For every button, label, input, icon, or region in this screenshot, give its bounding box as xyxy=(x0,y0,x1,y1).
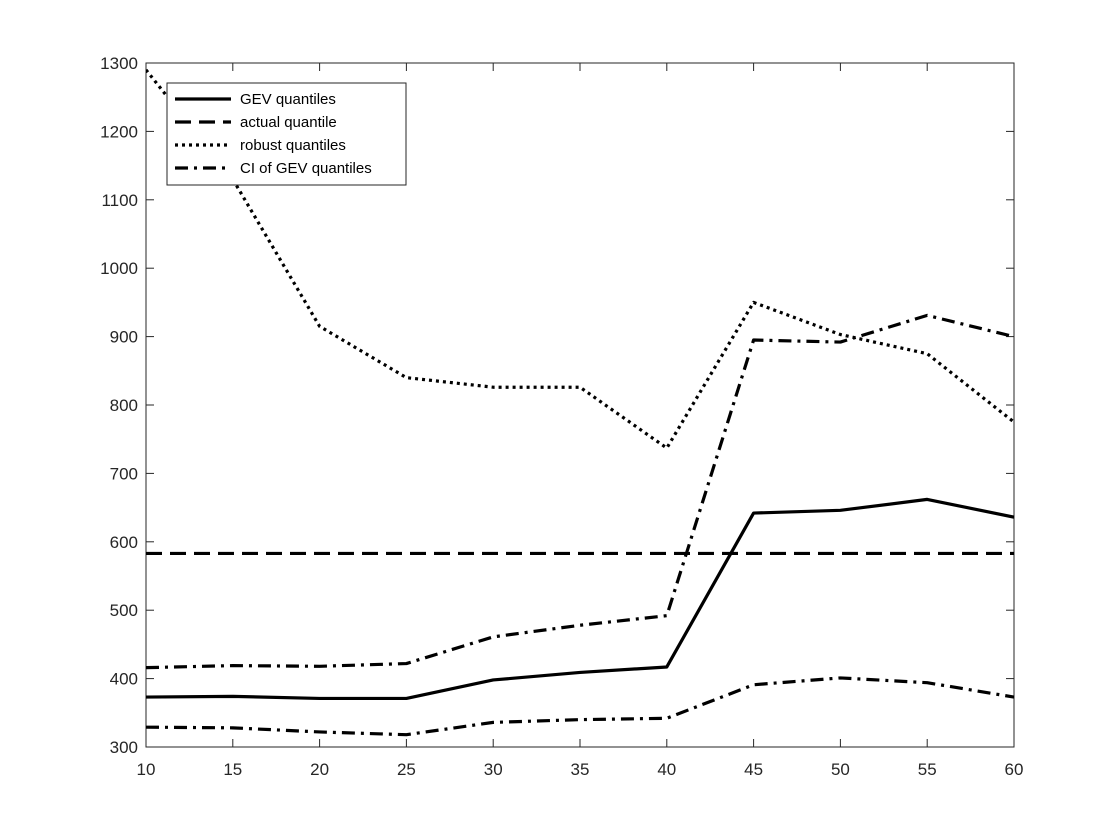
x-tick-label: 40 xyxy=(657,760,676,779)
x-tick-label: 30 xyxy=(484,760,503,779)
y-tick-label: 1200 xyxy=(100,122,138,141)
legend: GEV quantiles actual quantile robust quant… xyxy=(166,82,407,186)
y-tick-label: 1300 xyxy=(100,54,138,73)
x-tick-label: 10 xyxy=(137,760,156,779)
y-tick-label: 800 xyxy=(110,396,138,415)
y-tick-label: 700 xyxy=(110,464,138,483)
y-tick-label: 1100 xyxy=(101,191,138,210)
series-line-3 xyxy=(146,313,1014,670)
legend-entry-label: robust quantiles xyxy=(240,137,346,154)
y-tick-label: 900 xyxy=(110,328,138,347)
legend-entry-label: GEV quantiles xyxy=(240,91,336,108)
legend-entry-label: CI of GEV quantiles xyxy=(240,160,372,177)
x-tick-label: 25 xyxy=(397,760,416,779)
x-tick-label: 15 xyxy=(223,760,242,779)
y-tick-label: 300 xyxy=(110,738,138,757)
y-tick-label: 600 xyxy=(110,533,138,552)
x-tick-label: 60 xyxy=(1005,760,1024,779)
y-tick-label: 400 xyxy=(110,670,138,689)
series-line-2 xyxy=(146,68,1014,450)
plot-area xyxy=(146,68,1014,737)
y-tick-label: 500 xyxy=(110,601,138,620)
legend-entry-label: actual quantile xyxy=(240,114,337,131)
x-tick-label: 35 xyxy=(571,760,590,779)
x-tick-label: 50 xyxy=(831,760,850,779)
x-tick-label: 45 xyxy=(744,760,763,779)
series-line-4 xyxy=(146,676,1014,737)
tick-labels: 10 15 20 25 30 35 40 45 50 55 60 300 400 500 600 700 800… xyxy=(100,54,1023,779)
series-line-0 xyxy=(146,497,1014,701)
y-tick-label: 1000 xyxy=(100,259,138,278)
x-tick-label: 55 xyxy=(918,760,937,779)
x-tick-label: 20 xyxy=(310,760,329,779)
